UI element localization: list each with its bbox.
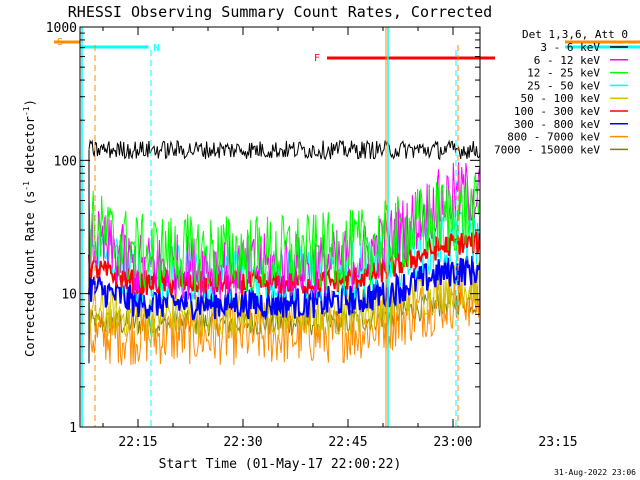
y-tick-label: 1	[69, 421, 77, 436]
legend-entry-label: 25 - 50 keV	[527, 79, 600, 92]
y-tick-label: 100	[54, 154, 77, 169]
series-line-2	[88, 162, 480, 300]
chart-title: RHESSI Observing Summary Count Rates, Co…	[68, 3, 492, 21]
y-tick-label: 10	[61, 288, 77, 303]
x-tick-label: 22:45	[328, 435, 367, 450]
x-tick-label: 23:00	[433, 435, 472, 450]
legend-entry-label: 100 - 300 keV	[514, 105, 600, 118]
plot-clip-group	[88, 139, 480, 366]
legend-entry-label: 12 - 25 keV	[527, 67, 600, 80]
legend-entry-label: 6 - 12 keV	[534, 54, 601, 67]
legend-entry-label: 800 - 7000 keV	[507, 131, 600, 144]
x-tick-label: 22:30	[223, 435, 262, 450]
series-line-9	[88, 289, 480, 337]
legend-entry-label: 50 - 100 keV	[521, 92, 601, 105]
annotation-label-s: S	[57, 37, 63, 48]
annotation-label-f: F	[314, 53, 320, 64]
annotation-label-n: N	[154, 43, 160, 54]
legend-entry-label: 300 - 800 keV	[514, 118, 600, 131]
y-tick-label: 1000	[46, 21, 77, 36]
series-line-1	[88, 139, 480, 161]
y-axis-label: Corrected Count Rate (s-1 detector-1)	[22, 99, 37, 357]
footer-date: 31-Aug-2022 23:06	[554, 468, 636, 477]
plot-frame	[79, 26, 481, 428]
x-axis-label: Start Time (01-May-17 22:00:22)	[159, 457, 402, 472]
legend-entry-label: 7000 - 15000 keV	[494, 143, 600, 156]
series-line-3	[88, 174, 480, 294]
legend-title: Det 1,3,6, Att 0	[522, 28, 628, 41]
series-line-8	[88, 271, 480, 366]
x-tick-label: 23:15	[538, 435, 577, 450]
x-tick-label: 22:15	[118, 435, 157, 450]
series-line-5	[88, 262, 480, 339]
legend-entry-label: 3 - 6 keV	[540, 41, 600, 54]
